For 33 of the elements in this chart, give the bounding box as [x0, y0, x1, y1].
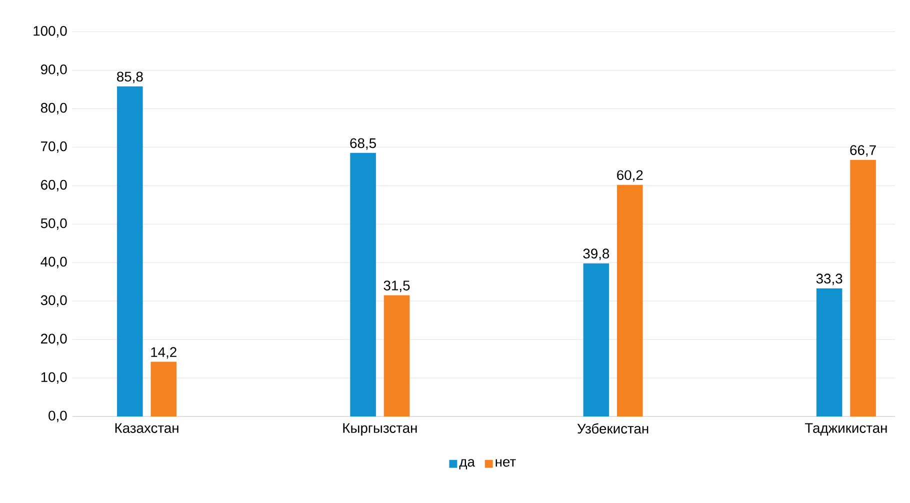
x-tick-label: Казахстан — [115, 423, 178, 434]
y-tick-label: 90,0 — [40, 64, 67, 76]
y-tick-label: 70,0 — [41, 142, 67, 154]
bar — [384, 295, 410, 417]
data-label: 39,8 — [583, 248, 610, 260]
y-tick-label: 0,0 — [48, 410, 67, 422]
data-label: 31,5 — [384, 280, 410, 292]
y-tick-label: 40,0 — [40, 256, 67, 268]
y-tick-label: 100,0 — [34, 26, 67, 38]
y-tick-label: 80,0 — [40, 103, 67, 115]
data-label: 33,3 — [816, 274, 842, 286]
bar — [850, 160, 876, 417]
data-label: 66,7 — [850, 145, 876, 157]
x-tick-label: Кыргызстан — [343, 423, 417, 436]
x-tick-label: Таджикистан — [804, 423, 887, 436]
legend-label: да — [459, 459, 475, 470]
x-tick-label: Узбекистан — [577, 423, 648, 434]
bar — [617, 184, 643, 417]
y-tick-label: 10,0 — [41, 372, 67, 384]
bar — [583, 263, 610, 417]
data-label: 14,2 — [151, 347, 176, 359]
y-tick-label: 50,0 — [40, 218, 67, 230]
data-label: 68,5 — [350, 138, 376, 150]
bar — [117, 86, 143, 417]
bar — [150, 362, 177, 417]
legend-label: нет — [496, 459, 516, 467]
y-tick-label: 30,0 — [40, 295, 67, 307]
bar — [816, 288, 842, 417]
bar — [350, 153, 376, 417]
y-tick-label: 60,0 — [41, 180, 67, 192]
y-tick-label: 20,0 — [41, 334, 67, 346]
data-label: 85,8 — [117, 72, 143, 84]
data-label: 60,2 — [617, 170, 643, 182]
